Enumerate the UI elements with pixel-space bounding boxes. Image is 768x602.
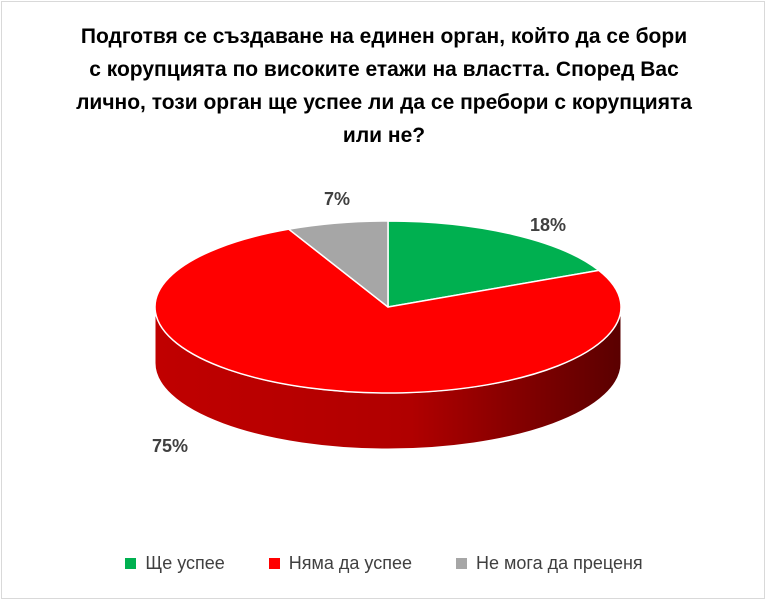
data-label-will-not-succeed: 75%: [152, 436, 188, 456]
legend-swatch-gray: [456, 558, 467, 569]
data-label-cannot-judge: 7%: [324, 189, 350, 209]
legend-item-will-succeed: Ще успее: [125, 553, 225, 574]
legend-swatch-red: [268, 558, 280, 569]
legend: Ще успее Няма да успее Не мога да прецен…: [0, 553, 768, 574]
legend-label: Ще успее: [145, 553, 225, 573]
pie-slice-will-not-succeed: [154, 228, 622, 394]
title-line-1: Подготвя се създаване на единен орган, к…: [80, 25, 688, 48]
legend-swatch-green: [125, 558, 137, 569]
chart-title: Подготвя се създаване на единен орган, к…: [10, 20, 758, 152]
data-label-will-succeed: 18%: [530, 215, 566, 235]
legend-item-will-not-succeed: Няма да успее: [268, 553, 412, 574]
pie-slice-cannot-judge: [288, 220, 389, 308]
pie-top: [154, 220, 622, 394]
title-line-4: или не?: [342, 124, 426, 147]
title-line-2: с корупцията по високите етажи на властт…: [89, 58, 679, 81]
pie-labels: 18% 75% 7%: [152, 189, 566, 456]
legend-label: Няма да успее: [288, 553, 412, 573]
legend-label: Не мога да преценя: [476, 553, 643, 573]
title-line-3: лично, този орган ще успее ли да се преб…: [76, 91, 692, 114]
legend-item-cannot-judge: Не мога да преценя: [456, 553, 643, 574]
pie-slice-will-succeed: [387, 220, 600, 308]
